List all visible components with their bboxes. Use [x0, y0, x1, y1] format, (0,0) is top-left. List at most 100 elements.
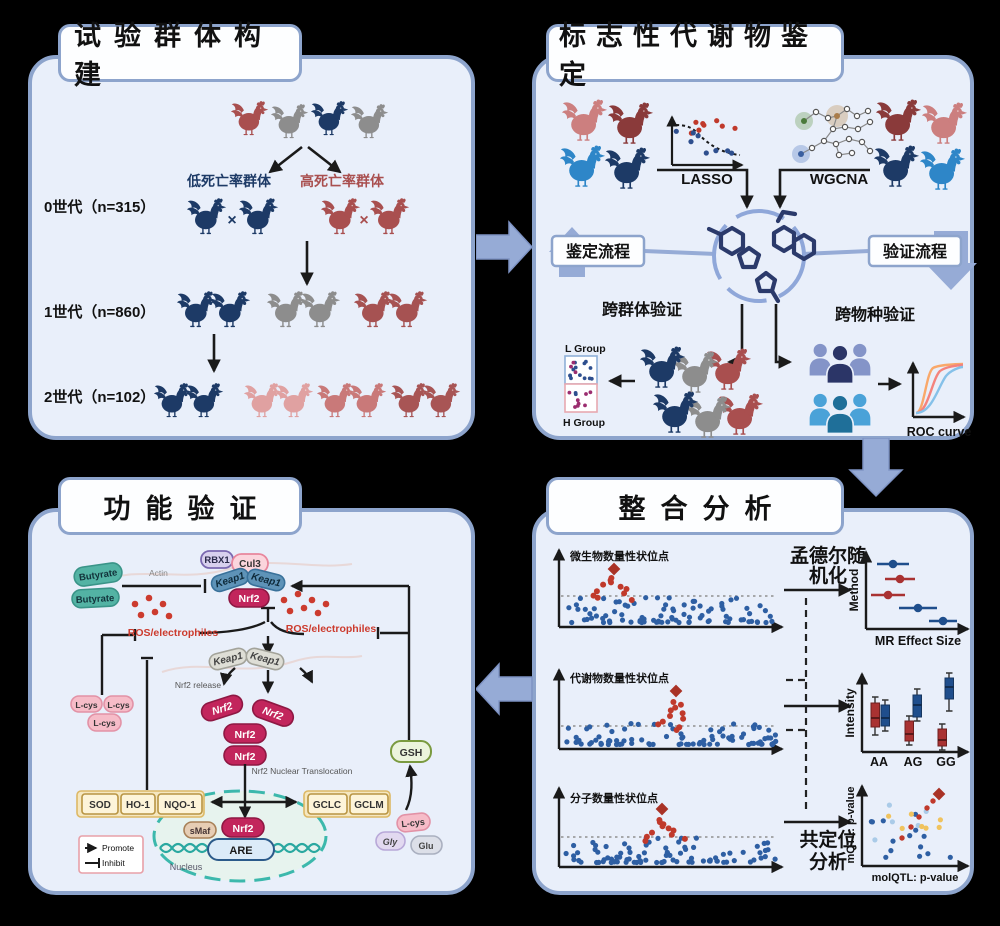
svg-text:Nrf2: Nrf2: [234, 729, 255, 741]
nrf2-nucleus-pill: [221, 817, 265, 838]
validate-flow-banner: [867, 234, 963, 268]
nrf2-pill: [228, 588, 270, 608]
nrf2-free-pill: [223, 723, 267, 744]
are-pill: [207, 838, 275, 861]
roc-chart: [906, 361, 966, 424]
validation-chicken-cluster: [640, 346, 764, 438]
gly-blob: [375, 831, 406, 851]
high-mortality-label: 高死亡率群体: [300, 173, 385, 189]
generation-0-chickens: × ×: [187, 198, 410, 235]
svg-text:ARE: ARE: [229, 845, 252, 857]
intensity-axis-label: Intensity: [843, 688, 857, 738]
l-group-label: L Group: [565, 343, 606, 355]
svg-text:L-cys: L-cys: [401, 817, 425, 829]
split-arrows: [268, 145, 342, 174]
genotype-boxplot: Intensity AA AG GG: [843, 672, 970, 769]
validate-flow-label: 验证流程: [883, 242, 947, 261]
svg-text:L-cys: L-cys: [93, 718, 115, 728]
svg-text:Nrf2: Nrf2: [234, 751, 255, 763]
identify-flow-banner: [550, 234, 646, 268]
chicken-gray-icon: [271, 104, 309, 139]
chicken-red-icon: [231, 101, 269, 136]
svg-text:AA: AA: [870, 755, 888, 769]
nrf2-label: Nrf2: [238, 593, 259, 605]
panel1-title: 试验群体构建: [58, 21, 302, 90]
generation-2-label: 2世代（n=102）: [44, 388, 155, 406]
cul3-label: Cul3: [239, 559, 261, 570]
cross-population-label: 跨群体验证: [602, 300, 682, 319]
legend: Promote Inhibit: [78, 835, 144, 874]
cross-symbol: ×: [359, 212, 368, 229]
svg-text:GSH: GSH: [400, 747, 423, 759]
h-group-dots: [567, 390, 593, 409]
nqo1-box: [157, 793, 203, 815]
generation-2-chickens: [154, 383, 461, 418]
metabolite-qtl-label: 代谢物数量性状位点: [569, 671, 669, 685]
rbx1-label: RBX1: [204, 555, 230, 566]
mqtl-axis-label: mQTL: p-value: [845, 786, 857, 863]
ros-dots: [131, 590, 330, 620]
human-cohort-icon: [808, 392, 872, 435]
svg-text:机化: 机化: [809, 564, 847, 587]
ho1-box: [120, 793, 156, 815]
left-chicken-group: [560, 99, 654, 189]
ros-label: ROS/electrophiles: [286, 623, 377, 635]
are-target-arrows: [210, 764, 298, 819]
h-group-box: [564, 383, 598, 413]
svg-text:AG: AG: [904, 755, 923, 769]
chicken-navy-icon: [311, 101, 349, 136]
generation-0-label: 0世代（n=315）: [44, 198, 155, 216]
flow-arrow-down: [848, 438, 904, 498]
svg-text:Gly: Gly: [383, 837, 399, 847]
svg-text:Nrf2: Nrf2: [232, 823, 253, 835]
svg-text:L-cys: L-cys: [75, 700, 97, 710]
decorative-waves: [97, 561, 363, 673]
mendelian-randomization-label: 孟德尔随: [790, 544, 866, 567]
svg-text:HO-1: HO-1: [126, 800, 150, 811]
dashed-connector: [786, 598, 808, 814]
svg-text:Glu: Glu: [419, 841, 434, 851]
manhattan-metabolite: 代谢物数量性状位点: [552, 668, 784, 756]
method-axis-label: Method: [847, 569, 861, 612]
to-cross-species-arrow: [774, 304, 793, 369]
nrf2-free-pill: Nrf2: [251, 699, 295, 727]
translocation-label: Nrf2 Nuclear Translocation: [252, 766, 353, 776]
svg-text:Butyrate: Butyrate: [78, 567, 118, 583]
release-arrows: [219, 667, 314, 694]
roc-label: ROC curve: [907, 425, 972, 439]
lcys-to-gsh-arrow: [404, 764, 418, 811]
colocalization-scatter: mQTL: p-value molQTL: p-value: [845, 784, 970, 884]
lasso-label: LASSO: [681, 171, 733, 188]
flow-arrow-left: [476, 662, 533, 716]
panel2-canvas: LASSO WGCNA 鉴定流程 验证流程: [549, 99, 977, 439]
low-mortality-label: 低死亡率群体: [186, 173, 272, 189]
inhibit-label: Inhibit: [102, 858, 125, 868]
lasso-blue-dots: [673, 128, 735, 156]
svg-text:GCLC: GCLC: [313, 800, 341, 811]
generation-1-label: 1世代（n=860）: [44, 303, 155, 321]
sod-box: [81, 793, 119, 815]
pathway-wiring: [100, 579, 411, 790]
ros-label: ROS/electrophiles: [128, 627, 219, 639]
molqtl-axis-label: molQTL: p-value: [872, 872, 959, 884]
identify-flow-label: 鉴定流程: [565, 242, 630, 261]
forest-plot: Method MR Effect Size: [847, 550, 970, 648]
smaf-pill: [183, 821, 217, 839]
nrf2-release-label: Nrf2 release: [175, 680, 222, 690]
svg-text:L-cys: L-cys: [107, 700, 129, 710]
lcys-trio: L-cys L-cys L-cys: [70, 695, 134, 732]
metabolite-molecule-icon: [706, 209, 817, 304]
keap1-released-pill: Keap1: [208, 647, 248, 671]
panel3-title: 功能验证: [58, 477, 302, 535]
connector-left: [643, 249, 717, 256]
panel-metabolite-identification: LASSO WGCNA 鉴定流程 验证流程: [532, 55, 977, 440]
flow-arrow-right: [476, 220, 534, 274]
right-chicken-group: [874, 99, 968, 190]
butyrate-blob: Butyrate: [71, 587, 120, 609]
molecular-qtl-label: 分子数量性状位点: [570, 791, 658, 805]
colocalization-label: 共定位: [799, 828, 856, 851]
svg-text:NQO-1: NQO-1: [164, 800, 196, 811]
panel1-canvas: 低死亡率群体 高死亡率群体 0世代（n=315） × × 1世代（n=860） …: [44, 101, 461, 418]
svg-text:分析: 分析: [809, 850, 847, 873]
